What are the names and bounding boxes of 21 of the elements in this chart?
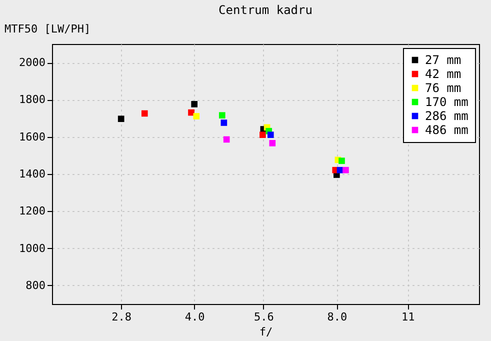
y-tick-label: 1400 [19, 168, 46, 180]
y-axis-title: MTF50 [LW/PH] [4, 22, 91, 36]
legend-label: 286 mm [425, 109, 468, 123]
legend-label: 42 mm [425, 67, 462, 81]
legend-label: 27 mm [425, 53, 462, 67]
y-tick-label: 1600 [19, 130, 46, 144]
x-tick-label: 11 [401, 310, 415, 324]
y-tick-label: 1800 [19, 93, 46, 106]
legend-label: 76 mm [425, 81, 462, 95]
legend-label: 486 mm [425, 123, 468, 137]
y-tick-label: 2000 [19, 56, 46, 70]
chart-title: Centrum kadru [218, 3, 312, 17]
legend-label: 170 mm [425, 95, 468, 109]
x-tick-label: 5.6 [254, 310, 274, 324]
y-tick-label: 800 [26, 278, 46, 292]
y-tick-label: 1000 [19, 242, 46, 255]
x-tick-label: 4.0 [184, 310, 205, 324]
x-tick-label: 2.8 [112, 310, 132, 324]
x-tick-label: 8.0 [327, 310, 348, 324]
x-axis-title: f/ [259, 326, 273, 338]
y-tick-label: 1200 [19, 204, 46, 218]
